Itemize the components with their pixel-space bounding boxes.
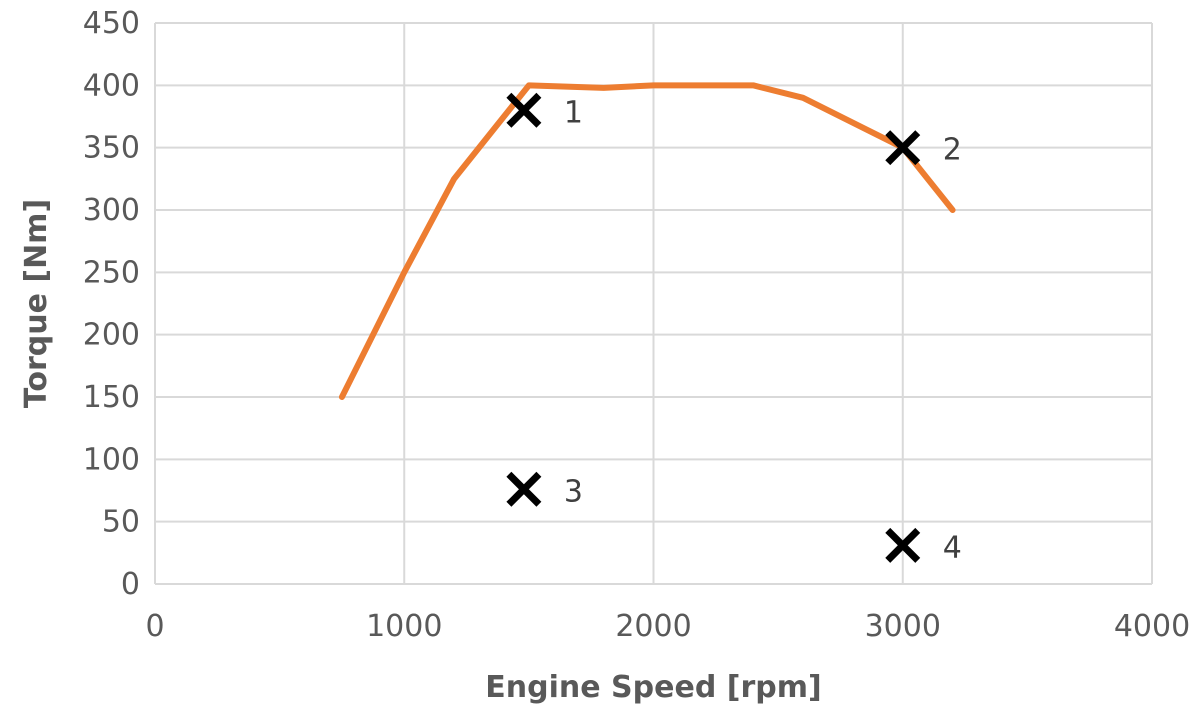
x-tick-label: 3000 xyxy=(865,609,941,644)
operating-point-marker: 3 xyxy=(506,471,583,509)
y-tick-label: 450 xyxy=(83,6,140,41)
x-tick-label: 2000 xyxy=(615,609,691,644)
y-tick-label: 350 xyxy=(83,131,140,166)
x-axis-ticks: 0 1000 2000 3000 4000 xyxy=(145,609,1190,644)
y-axis-title: Torque [Nm] xyxy=(19,199,54,408)
y-tick-label: 150 xyxy=(83,380,140,415)
y-tick-label: 50 xyxy=(102,505,140,540)
x-axis-title: Engine Speed [rpm] xyxy=(485,670,821,705)
y-tick-label: 300 xyxy=(83,193,140,228)
torque-curve-line xyxy=(338,82,956,400)
x-tick-label: 4000 xyxy=(1114,609,1190,644)
x-tick-label: 0 xyxy=(145,609,164,644)
operating-point-marker: 1 xyxy=(506,92,583,130)
markers-group: 1 2 3 4 xyxy=(506,92,962,565)
x-tick-label: 1000 xyxy=(366,609,442,644)
operating-point-marker: 4 xyxy=(885,527,962,565)
marker-stroke xyxy=(885,130,921,166)
series-group xyxy=(338,82,956,400)
marker-stroke xyxy=(506,92,542,128)
y-tick-label: 200 xyxy=(83,318,140,353)
y-tick-label: 400 xyxy=(83,68,140,103)
y-tick-label: 250 xyxy=(83,255,140,290)
operating-point-label: 2 xyxy=(943,133,962,168)
operating-point-label: 1 xyxy=(564,95,583,130)
grid xyxy=(154,22,1153,585)
y-tick-label: 0 xyxy=(121,567,140,602)
operating-point-label: 3 xyxy=(564,474,583,509)
marker-stroke xyxy=(885,527,921,563)
y-tick-label: 100 xyxy=(83,442,140,477)
operating-point-label: 4 xyxy=(943,530,962,565)
marker-stroke xyxy=(506,471,542,507)
y-axis-ticks: 0 50 100 150 200 250 300 350 400 450 xyxy=(83,6,140,602)
operating-point-marker: 2 xyxy=(885,130,962,168)
